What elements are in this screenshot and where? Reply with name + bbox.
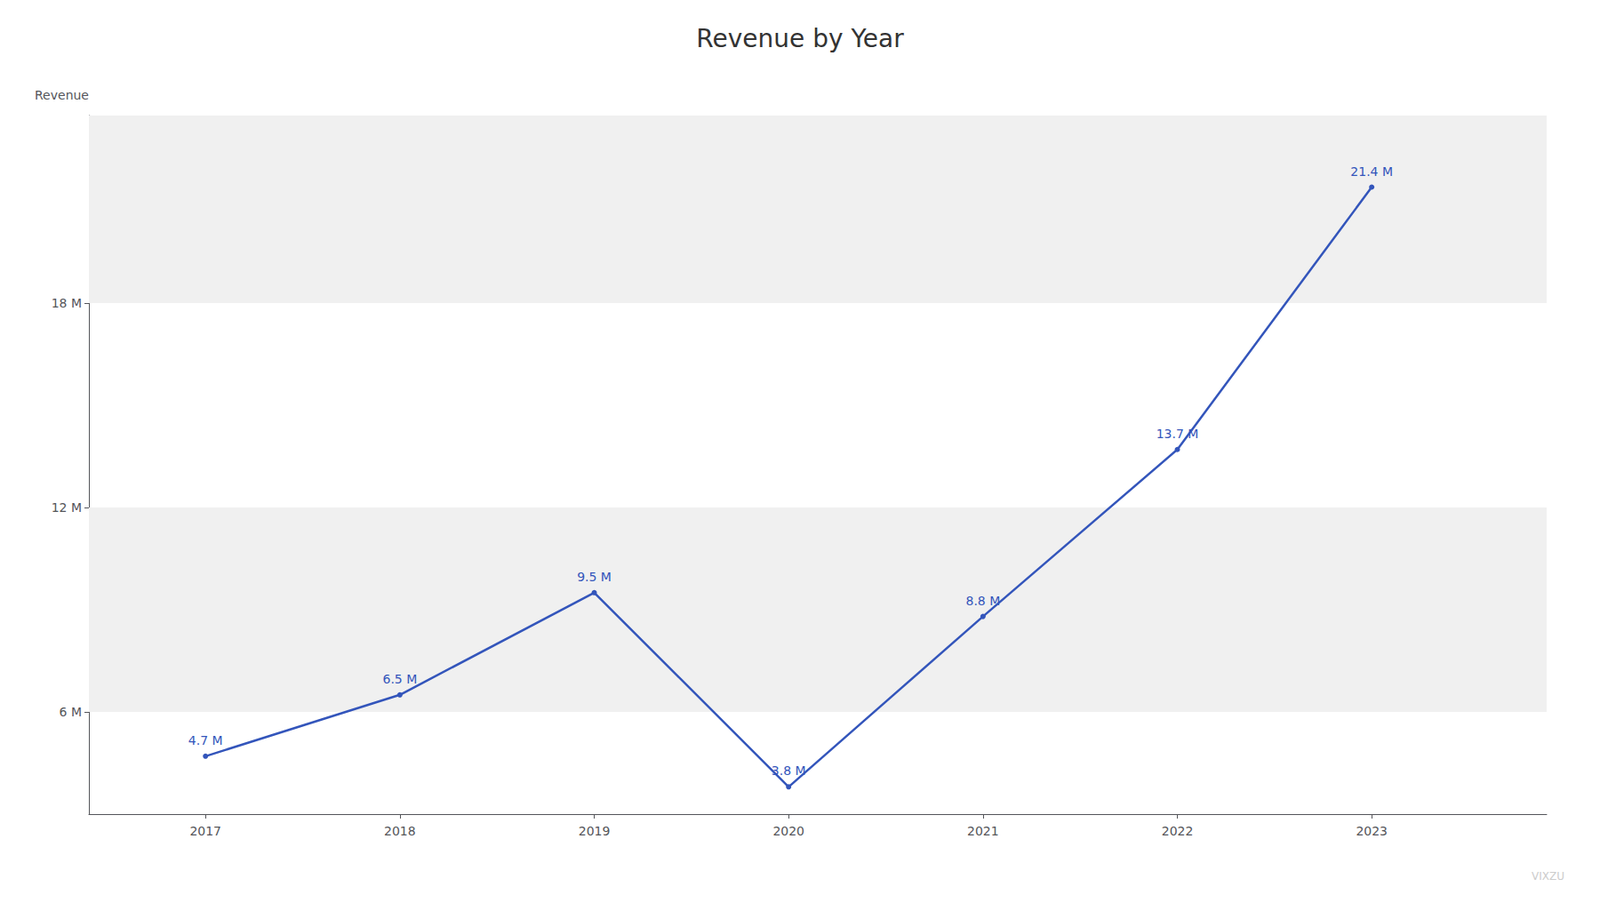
svg-text:13.7 M: 13.7 M [1156, 426, 1200, 441]
svg-text:2017: 2017 [189, 824, 222, 839]
svg-text:21.4 M: 21.4 M [1350, 164, 1393, 179]
svg-text:2022: 2022 [1161, 824, 1194, 839]
svg-text:2019: 2019 [578, 824, 611, 839]
svg-text:Revenue: Revenue [34, 88, 89, 103]
svg-text:2018: 2018 [384, 824, 416, 839]
svg-text:VIXZU: VIXZU [1531, 870, 1565, 883]
svg-text:8.8 M: 8.8 M [965, 593, 1000, 608]
svg-text:12 M: 12 M [51, 500, 82, 515]
svg-text:2020: 2020 [772, 824, 805, 839]
svg-text:4.7 M: 4.7 M [188, 733, 224, 748]
svg-text:6.5 M: 6.5 M [382, 672, 417, 687]
svg-text:2021: 2021 [967, 824, 1000, 839]
svg-text:3.8 M: 3.8 M [771, 763, 807, 778]
svg-text:9.5 M: 9.5 M [576, 569, 612, 584]
svg-text:Revenue by Year: Revenue by Year [696, 24, 904, 54]
svg-text:6 M: 6 M [59, 704, 82, 720]
svg-text:18 M: 18 M [51, 296, 82, 311]
svg-text:2023: 2023 [1355, 824, 1388, 839]
